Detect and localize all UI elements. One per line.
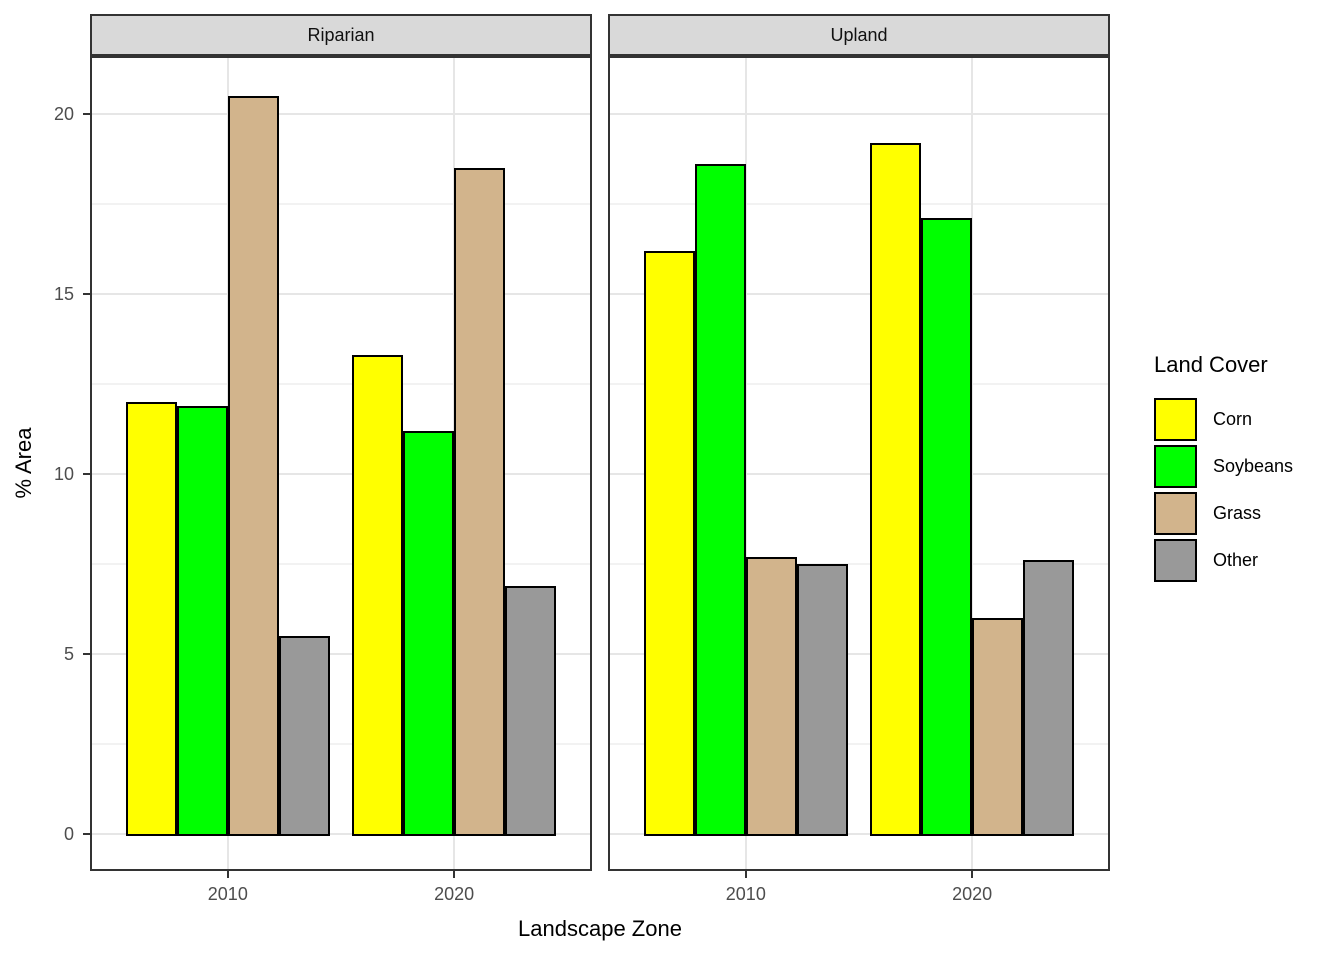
y-axis-tick (83, 473, 90, 475)
x-tick-label: 2020 (952, 884, 993, 904)
facet-strip-riparian: Riparian (90, 14, 592, 56)
y-axis-tick (83, 293, 90, 295)
bar-riparian-2010-grass (227, 96, 279, 836)
x-axis-tick (453, 871, 456, 878)
bar-riparian-2020-other (505, 586, 557, 836)
legend-label: Other (1213, 550, 1259, 570)
bar-riparian-2010-soybeans (176, 406, 228, 836)
legend-key-grass-icon (1154, 492, 1197, 535)
x-tick-label: 2020 (434, 884, 475, 904)
y-tick-label: 20 (53, 104, 74, 124)
gridline-minor (92, 563, 590, 565)
gridline-minor (610, 203, 1108, 205)
legend-key-other-icon (1154, 539, 1197, 582)
bar-upland-2020-corn (870, 143, 922, 836)
y-tick-label: 5 (63, 644, 74, 664)
gridline-minor (610, 743, 1108, 745)
bar-riparian-2010-corn (125, 402, 177, 836)
x-axis-tick (744, 871, 747, 878)
y-axis-title: % Area (11, 427, 36, 499)
gridline-major (610, 833, 1108, 835)
gridline-minor (92, 203, 590, 205)
facet-strip-upland: Upland (608, 14, 1110, 56)
bar-riparian-2020-soybeans (403, 431, 455, 836)
plot-panel-upland (608, 56, 1110, 871)
y-tick-label: 15 (53, 284, 74, 304)
gridline-minor (92, 743, 590, 745)
gridline-minor (92, 383, 590, 385)
y-axis-tick (83, 113, 90, 115)
bar-upland-2010-grass (745, 557, 797, 836)
legend-label: Corn (1213, 409, 1253, 429)
gridline-major (610, 113, 1108, 115)
legend-key-corn-icon (1154, 398, 1197, 441)
gridline-major (610, 473, 1108, 475)
x-tick-label: 2010 (207, 884, 248, 904)
y-tick-label: 0 (63, 824, 74, 844)
gridline-vertical (971, 58, 974, 869)
legend-title: Land Cover (1154, 352, 1268, 377)
gridline-minor (610, 383, 1108, 385)
bar-upland-2020-other (1023, 560, 1075, 836)
bar-upland-2020-soybeans (921, 218, 973, 836)
gridline-major (610, 653, 1108, 655)
bar-upland-2010-other (796, 564, 848, 836)
y-axis-tick (83, 833, 90, 835)
bar-upland-2010-soybeans (694, 164, 746, 836)
x-axis-title: Landscape Zone (518, 916, 682, 941)
gridline-major (92, 473, 590, 475)
plot-panel-riparian (90, 56, 592, 871)
gridline-major (92, 833, 590, 835)
y-tick-label: 10 (53, 464, 74, 484)
gridline-major (92, 113, 590, 115)
facet-strip-label: Upland (830, 24, 888, 45)
legend: Land Cover Corn Soybeans Grass Other (1154, 352, 1293, 586)
legend-item: Corn (1154, 398, 1293, 441)
gridline-vertical (744, 58, 747, 869)
legend-item: Grass (1154, 492, 1293, 535)
legend-label: Grass (1213, 503, 1262, 523)
bar-upland-2020-grass (972, 618, 1024, 836)
legend-label: Soybeans (1213, 456, 1294, 476)
gridline-major (610, 293, 1108, 295)
legend-item: Other (1154, 539, 1293, 582)
gridline-major (92, 653, 590, 655)
facet-strip-label: Riparian (307, 24, 375, 45)
bar-riparian-2010-other (278, 636, 330, 836)
gridline-major (92, 293, 590, 295)
y-axis-tick (83, 653, 90, 655)
legend-item: Soybeans (1154, 445, 1293, 488)
legend-key-soybeans-icon (1154, 445, 1197, 488)
gridline-minor (610, 563, 1108, 565)
bar-riparian-2020-grass (454, 168, 506, 836)
x-tick-label: 2010 (725, 884, 766, 904)
bar-upland-2010-corn (643, 251, 695, 836)
x-axis-tick (226, 871, 229, 878)
bar-riparian-2020-corn (352, 355, 404, 836)
x-axis-tick (971, 871, 974, 878)
